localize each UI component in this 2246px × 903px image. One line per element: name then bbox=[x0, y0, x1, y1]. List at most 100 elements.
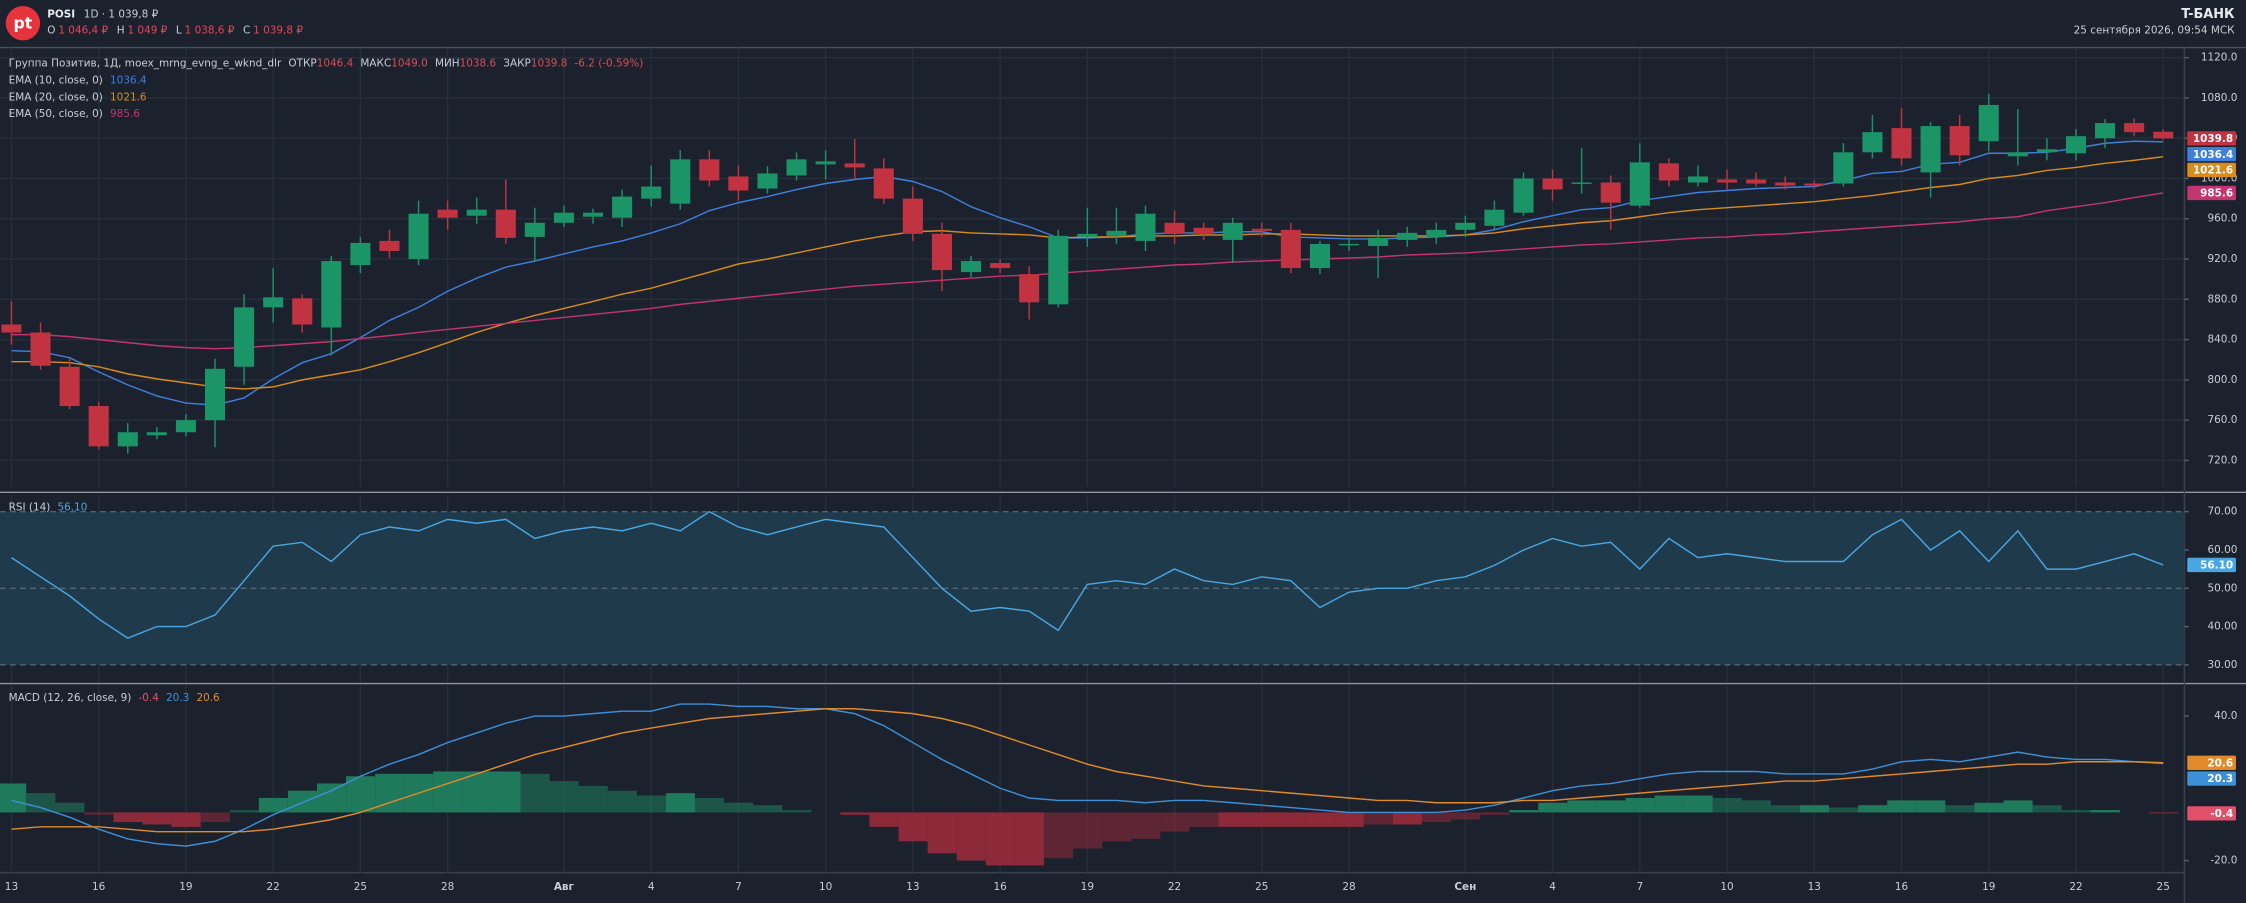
candle-body bbox=[728, 176, 749, 191]
x-tick-label: 16 bbox=[993, 881, 1006, 893]
candle-body bbox=[1513, 178, 1534, 213]
histogram-bar bbox=[0, 783, 27, 813]
candle-body bbox=[30, 332, 51, 366]
price-tag bbox=[2187, 557, 2236, 573]
histogram-bar bbox=[985, 812, 1015, 866]
histogram-bar bbox=[287, 790, 317, 813]
x-tick-label: 4 bbox=[1549, 881, 1556, 893]
histogram-bar bbox=[171, 812, 201, 827]
x-tick-label: 28 bbox=[441, 881, 454, 893]
histogram-bar bbox=[1625, 797, 1655, 813]
histogram-bar bbox=[229, 809, 259, 813]
candle-body bbox=[699, 159, 720, 181]
candle-body bbox=[1571, 182, 1592, 184]
x-tick-label: 19 bbox=[1081, 881, 1094, 893]
histogram-bar bbox=[316, 783, 347, 813]
legend-name: EMA (20, close, 0) bbox=[9, 91, 103, 103]
candle-body bbox=[524, 222, 545, 237]
histogram-bar bbox=[1451, 812, 1481, 820]
candle-body bbox=[582, 212, 604, 217]
histogram-bar bbox=[1945, 805, 1975, 813]
legend-value: 1021.6 bbox=[110, 91, 147, 103]
histogram-bar bbox=[1712, 797, 1742, 813]
histogram-bar bbox=[2090, 809, 2120, 813]
candle-body bbox=[1978, 104, 1999, 142]
candle-body bbox=[2153, 131, 2174, 139]
candle-body bbox=[263, 297, 284, 308]
ohlc-value: 1 049 ₽ bbox=[127, 24, 167, 36]
price-tag-label: 1039.8 bbox=[2193, 133, 2233, 145]
histogram-bar bbox=[1974, 802, 2004, 813]
candle-body bbox=[641, 186, 662, 199]
x-tick-label: 25 bbox=[1255, 881, 1268, 893]
candle-body bbox=[437, 209, 458, 218]
stat-value: 1049.0 bbox=[391, 57, 428, 69]
candle-body bbox=[1368, 237, 1389, 246]
candle-body bbox=[1048, 235, 1069, 305]
x-tick-label: 25 bbox=[2157, 881, 2170, 893]
candle-body bbox=[960, 261, 982, 273]
ema-line bbox=[11, 192, 2164, 350]
histogram-bar bbox=[1538, 802, 1568, 813]
histogram-bar bbox=[1858, 805, 1888, 813]
histogram-bar bbox=[1770, 805, 1800, 813]
histogram-bar bbox=[782, 809, 812, 813]
candle-body bbox=[1426, 229, 1447, 237]
histogram-bar bbox=[1829, 807, 1859, 813]
histogram-bar bbox=[927, 812, 957, 854]
legend-title: RSI (14) bbox=[9, 501, 51, 513]
y-tick-label: 720.0 bbox=[2208, 454, 2238, 466]
y-tick-label: 960.0 bbox=[2208, 213, 2238, 225]
candle-body bbox=[321, 261, 342, 328]
candle-body bbox=[1949, 126, 1970, 156]
histogram-bar bbox=[549, 781, 579, 813]
histogram-bar bbox=[1741, 800, 1771, 813]
x-tick-label: 19 bbox=[1982, 881, 1995, 893]
stat-key: ЗАКР bbox=[503, 57, 531, 69]
histogram-bar bbox=[1014, 812, 1044, 866]
legend-entry: EMA (10, close, 0) 1036.4 bbox=[9, 75, 147, 87]
candle-body bbox=[204, 368, 226, 421]
price-tag bbox=[2187, 146, 2236, 162]
x-tick-label: 22 bbox=[2069, 881, 2082, 893]
rsi-line bbox=[11, 510, 2164, 639]
histogram-bar bbox=[1392, 812, 1422, 825]
candle-body bbox=[1251, 228, 1272, 231]
histogram-bar bbox=[1509, 809, 1539, 813]
x-tick-label: 28 bbox=[1342, 881, 1355, 893]
x-tick-label: 13 bbox=[5, 881, 18, 893]
candle-body bbox=[1455, 222, 1476, 230]
candle-body bbox=[408, 213, 429, 260]
y-tick-label: 50.00 bbox=[2208, 582, 2238, 594]
histogram-bar bbox=[142, 812, 172, 825]
candle-body bbox=[873, 168, 894, 199]
histogram-bar bbox=[898, 812, 928, 842]
histogram-bar bbox=[258, 797, 288, 813]
price-tag bbox=[2187, 131, 2236, 146]
histogram-bar bbox=[694, 797, 725, 813]
candle-body bbox=[1629, 162, 1650, 206]
x-tick-label: Авг bbox=[554, 881, 575, 893]
histogram-bar bbox=[113, 812, 143, 823]
histogram-bar bbox=[346, 776, 376, 813]
y-tick-label: 920.0 bbox=[2208, 253, 2238, 265]
histogram-bar bbox=[1102, 812, 1132, 842]
histogram-bar bbox=[84, 812, 114, 815]
histogram-bar bbox=[55, 802, 85, 813]
x-tick-label: 13 bbox=[1808, 881, 1821, 893]
stat-key: ОТКР bbox=[288, 57, 316, 69]
y-tick-label: 880.0 bbox=[2208, 293, 2238, 305]
candle-body bbox=[1658, 163, 1679, 181]
brand: T-БАНК bbox=[2181, 7, 2235, 22]
stat-value: 1046.4 bbox=[317, 57, 354, 69]
x-tick-label: Сен bbox=[1454, 881, 1476, 893]
info: 1D · 1 039,8 ₽ bbox=[84, 9, 159, 21]
price-tag-label: 56.10 bbox=[2200, 560, 2233, 572]
histogram-bar bbox=[1363, 812, 1393, 825]
candle-body bbox=[88, 406, 109, 447]
legend-value: 20.3 bbox=[166, 692, 189, 704]
histogram-bar bbox=[869, 812, 899, 827]
price-tag-label: 20.6 bbox=[2207, 758, 2233, 770]
